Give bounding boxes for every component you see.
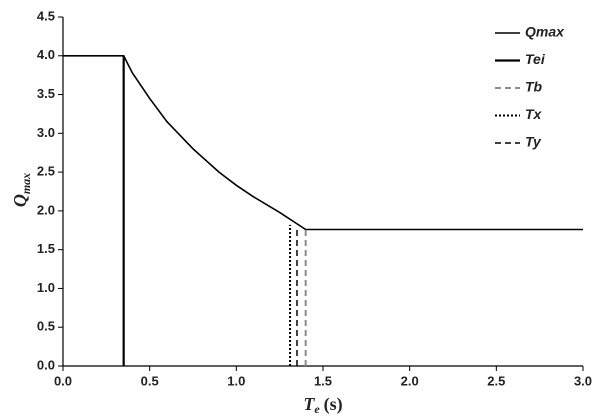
legend-label: Tei xyxy=(525,51,546,67)
x-label-main: T xyxy=(303,394,315,414)
x-tick-label: 2.0 xyxy=(401,373,419,388)
x-label-sub: e xyxy=(314,402,320,416)
x-tick-label: 2.5 xyxy=(487,373,505,388)
y-tick-label: 1.5 xyxy=(37,241,55,256)
legend-label: Tx xyxy=(525,106,543,122)
y-tick-label: 2.0 xyxy=(37,202,55,217)
y-tick-label: 1.0 xyxy=(37,280,55,295)
x-tick-label: 1.0 xyxy=(227,373,245,388)
x-label-unit: (s) xyxy=(324,394,343,415)
y-label-main: Q xyxy=(10,194,30,207)
legend-label: Tb xyxy=(525,79,543,95)
y-tick-label: 2.5 xyxy=(37,164,55,179)
legend-label: Ty xyxy=(525,134,542,150)
y-tick-label: 3.0 xyxy=(37,125,55,140)
y-tick-label: 0.5 xyxy=(37,319,55,334)
y-tick-label: 4.0 xyxy=(37,47,55,62)
y-axis-label: Qmax xyxy=(10,173,33,207)
y-tick-label: 3.5 xyxy=(37,86,55,101)
y-tick-label: 0.0 xyxy=(37,357,55,372)
y-label-sub: max xyxy=(19,173,33,194)
x-tick-label: 0.0 xyxy=(54,373,72,388)
y-tick-label: 4.5 xyxy=(37,8,55,23)
x-tick-label: 1.5 xyxy=(314,373,332,388)
legend-label: Qmax xyxy=(525,24,565,40)
x-axis-label: Te (s) xyxy=(303,394,342,416)
x-tick-label: 0.5 xyxy=(141,373,159,388)
series-line xyxy=(63,54,583,231)
x-tick-label: 3.0 xyxy=(574,373,592,388)
